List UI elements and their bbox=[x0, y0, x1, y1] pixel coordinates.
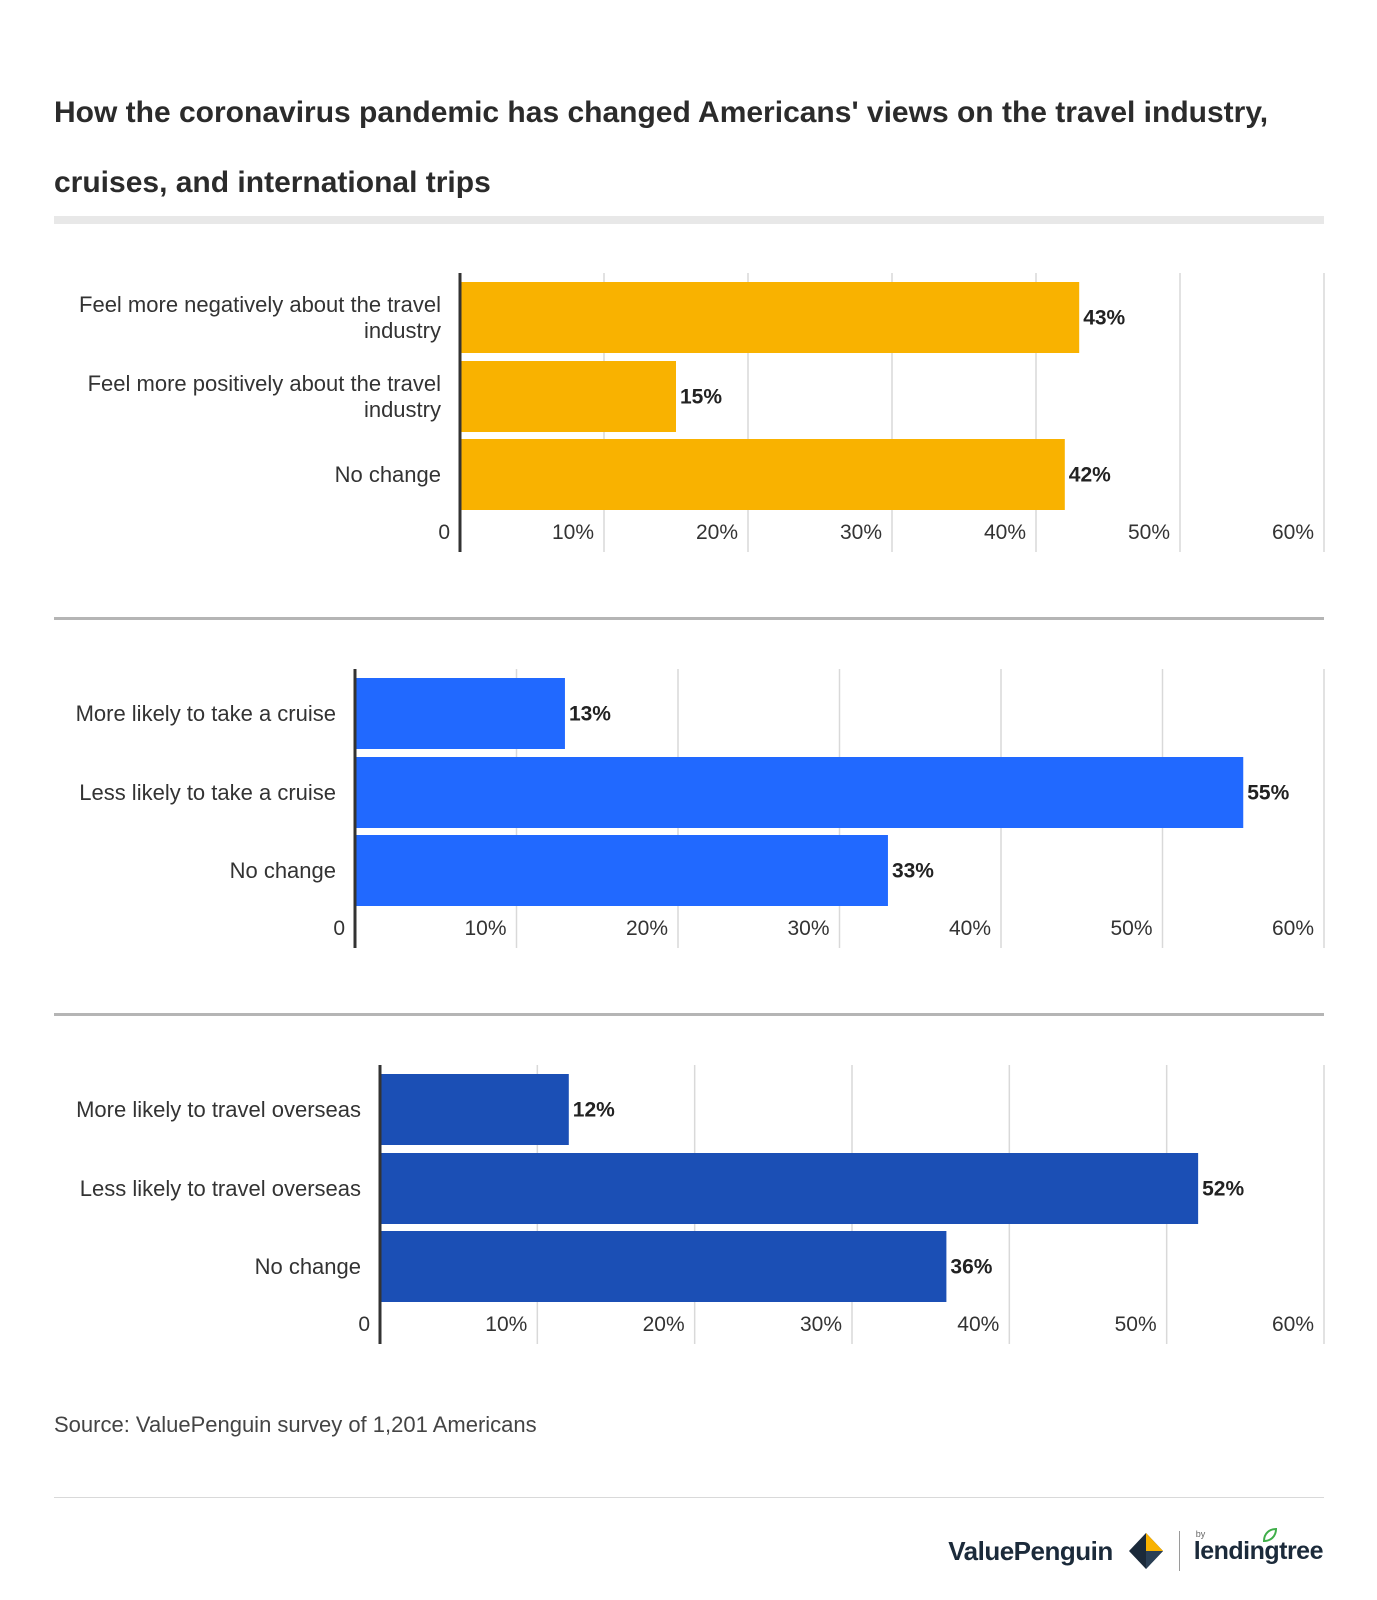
tick-label: 30% bbox=[787, 917, 829, 940]
bar bbox=[355, 757, 1244, 828]
tick-label: 50% bbox=[1110, 917, 1152, 940]
category-labels: More likely to travel overseas Less likel… bbox=[54, 1062, 361, 1362]
tick-label: 20% bbox=[696, 521, 738, 544]
tick-label: 0 bbox=[333, 917, 345, 940]
bar bbox=[460, 439, 1065, 510]
tick-label: 10% bbox=[464, 917, 506, 940]
bar bbox=[460, 361, 676, 432]
chart-international-trips: More likely to travel overseas Less likel… bbox=[0, 1062, 1377, 1362]
bar bbox=[380, 1231, 947, 1302]
category-label: More likely to take a cruise bbox=[75, 700, 336, 726]
tick-label: 20% bbox=[626, 917, 668, 940]
brand-divider bbox=[1178, 1531, 1180, 1571]
category-label: More likely to travel overseas bbox=[76, 1096, 361, 1122]
tick-label: 40% bbox=[957, 1313, 999, 1336]
bar bbox=[380, 1074, 569, 1145]
tick-label: 40% bbox=[984, 521, 1026, 544]
valuepenguin-wordmark: ValuePenguin bbox=[948, 1535, 1113, 1566]
section-divider bbox=[54, 1013, 1324, 1016]
tick-label: 50% bbox=[1128, 521, 1170, 544]
tick-label: 60% bbox=[1272, 521, 1314, 544]
bar bbox=[355, 678, 565, 749]
leaf-icon bbox=[1262, 1527, 1277, 1542]
tick-label: 50% bbox=[1115, 1313, 1157, 1336]
data-label: 12% bbox=[573, 1099, 615, 1122]
title-divider bbox=[54, 216, 1324, 224]
category-label: Less likely to take a cruise bbox=[79, 779, 336, 805]
tick-label: 0 bbox=[358, 1313, 370, 1336]
tick-label: 30% bbox=[800, 1313, 842, 1336]
bar bbox=[380, 1153, 1199, 1224]
source-note: Source: ValuePenguin survey of 1,201 Ame… bbox=[54, 1412, 537, 1437]
tick-label: 0 bbox=[438, 521, 450, 544]
category-labels: More likely to take a cruise Less likely … bbox=[54, 666, 336, 966]
section-divider bbox=[54, 617, 1324, 620]
tick-label: 30% bbox=[840, 521, 882, 544]
penguin-diamond-icon bbox=[1128, 1533, 1163, 1569]
tick-label: 10% bbox=[485, 1313, 527, 1336]
tick-label: 40% bbox=[949, 917, 991, 940]
lendingtree-wordmark: lendingtree bbox=[1193, 1536, 1324, 1565]
bar-chart-svg: 12% 52% 36% 0 10% 20% 30% 40% 50% 60% bbox=[358, 1065, 1325, 1344]
brand-logo: ValuePenguin by lendingtree bbox=[948, 1526, 1324, 1576]
category-label: Less likely to travel overseas bbox=[79, 1175, 361, 1201]
data-label: 55% bbox=[1247, 782, 1289, 805]
category-label: Feel more negatively about the travel in… bbox=[79, 291, 441, 343]
data-label: 42% bbox=[1069, 464, 1111, 487]
data-label: 52% bbox=[1202, 1178, 1244, 1201]
tick-label: 10% bbox=[552, 521, 594, 544]
tick-label: 60% bbox=[1272, 1313, 1314, 1336]
category-label: No change bbox=[254, 1253, 361, 1279]
data-label: 43% bbox=[1083, 307, 1125, 330]
chart-cruises: More likely to take a cruise Less likely … bbox=[0, 666, 1377, 966]
by-label: by bbox=[1195, 1528, 1206, 1539]
bar bbox=[460, 282, 1080, 353]
lendingtree-logo: by lendingtree bbox=[1193, 1527, 1324, 1566]
bar bbox=[355, 835, 888, 906]
data-label: 36% bbox=[950, 1256, 992, 1279]
category-label: No change bbox=[229, 857, 336, 883]
data-label: 15% bbox=[680, 386, 722, 409]
bar-chart-svg: 13% 55% 33% 0 10% 20% 30% 40% 50% 60% bbox=[333, 669, 1325, 948]
data-label: 33% bbox=[892, 860, 934, 883]
chart-travel-industry: Feel more negatively about the travel in… bbox=[0, 270, 1377, 570]
category-label: Feel more positively about the travel in… bbox=[87, 370, 441, 422]
bar-chart-svg: 43% 15% 42% 0 10% 20% 30% 40% 50% 60% bbox=[438, 273, 1325, 552]
footer-divider bbox=[54, 1497, 1324, 1498]
tick-label: 60% bbox=[1272, 917, 1314, 940]
category-label: No change bbox=[334, 461, 441, 487]
category-labels: Feel more negatively about the travel in… bbox=[54, 270, 441, 570]
chart-title: How the coronavirus pandemic has changed… bbox=[54, 96, 1269, 199]
data-label: 13% bbox=[569, 703, 611, 726]
tick-label: 20% bbox=[643, 1313, 685, 1336]
